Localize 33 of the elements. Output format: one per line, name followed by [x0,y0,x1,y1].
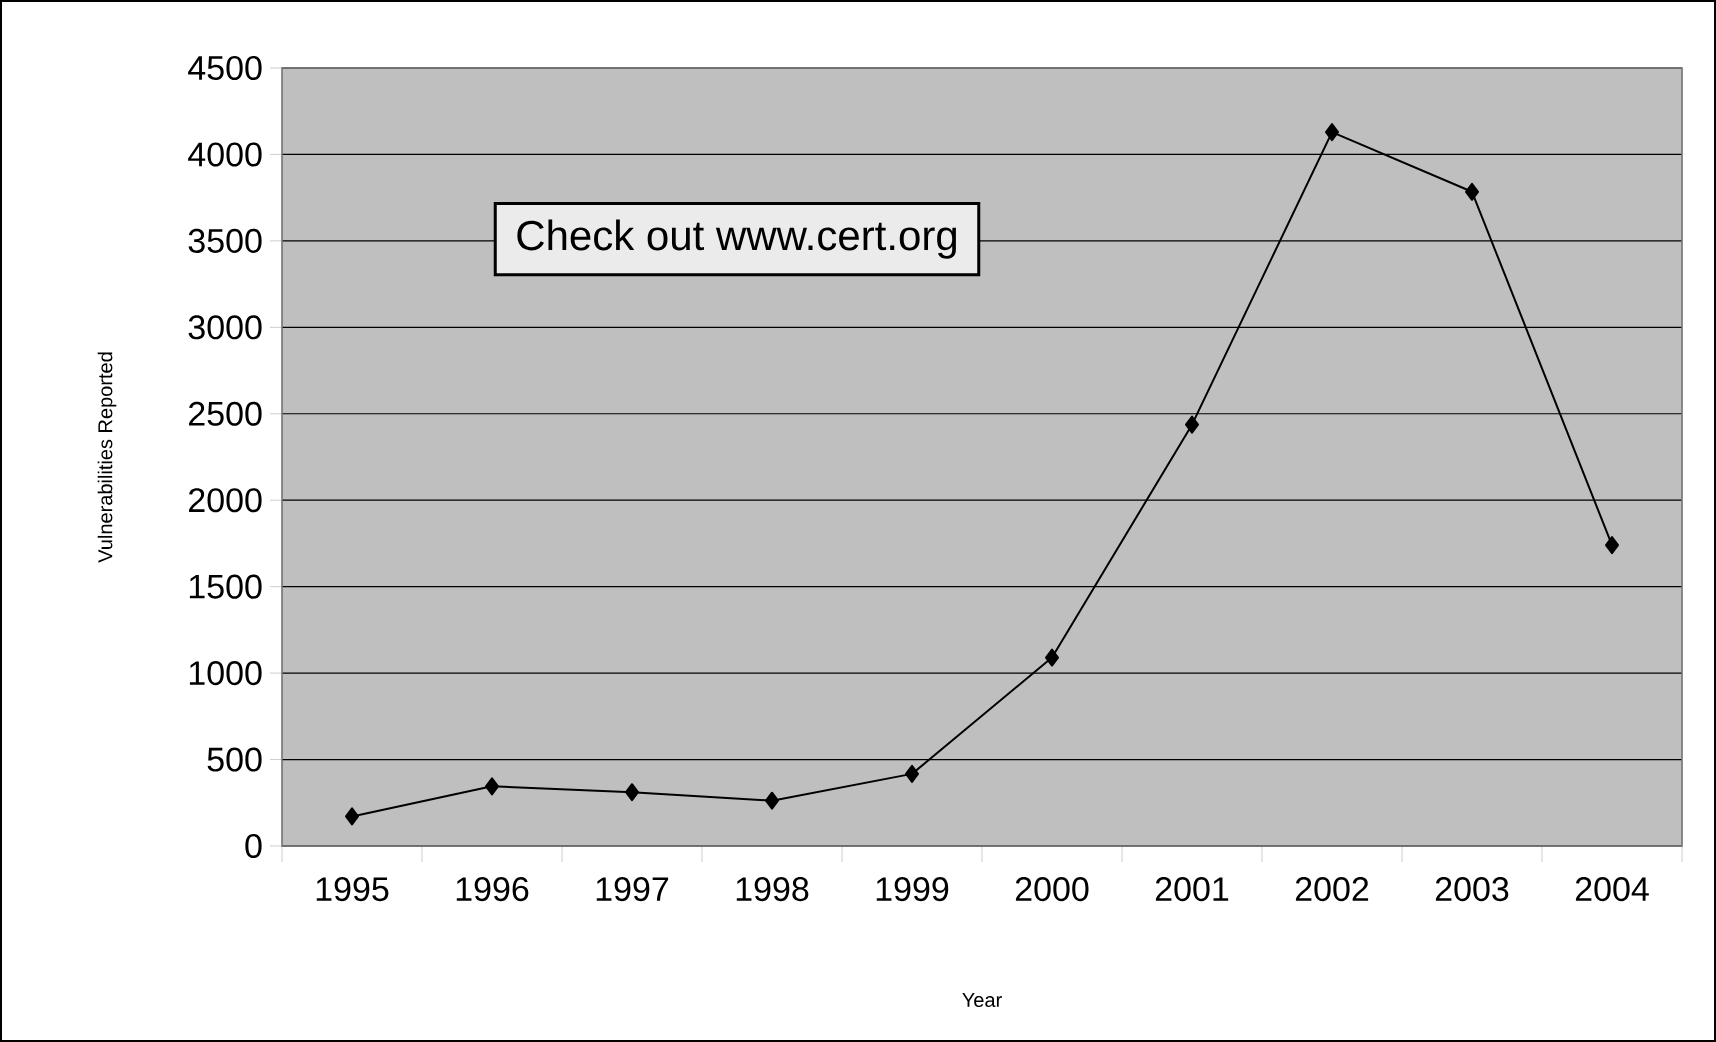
x-tick-label: 2001 [1155,877,1229,902]
y-tick-label: 4000 [188,142,262,167]
x-tick-label: 2003 [1435,877,1509,902]
x-tick-label: 1997 [596,877,669,902]
x-axis-title: Year [962,993,1002,1008]
point [1605,536,1620,555]
x-tick-label: 1998 [736,877,809,902]
y-tick-label: 3500 [188,228,262,253]
y-tick-label: 1500 [189,574,262,599]
annotation: Check out www.cert.org [517,219,957,259]
point [1465,182,1480,201]
x-tick-label: 1995 [316,877,389,902]
y-axis-title: Vulnerabilities Reported [97,352,117,563]
point [485,777,500,796]
y-tick-label: 3000 [188,315,262,340]
x-tick-label: 1996 [456,877,529,902]
point [345,807,360,826]
point [905,764,920,783]
y-tick-label: 0 [245,833,262,859]
y-tick-label: 500 [207,747,262,772]
point [1045,648,1060,667]
x-tick-label: 2002 [1295,877,1369,902]
y-tick-label: 2000 [189,488,262,513]
y-tick-label: 1000 [189,661,262,686]
point [1185,415,1200,434]
y-tick-label: 4500 [188,55,262,81]
point [1325,123,1340,142]
point [625,783,640,802]
x-tick-label: 2004 [1575,877,1649,902]
y-tick-label: 2500 [189,401,262,426]
x-tick-label: 1999 [876,877,949,902]
point [765,791,780,810]
x-tick-label: 2000 [1015,877,1089,902]
